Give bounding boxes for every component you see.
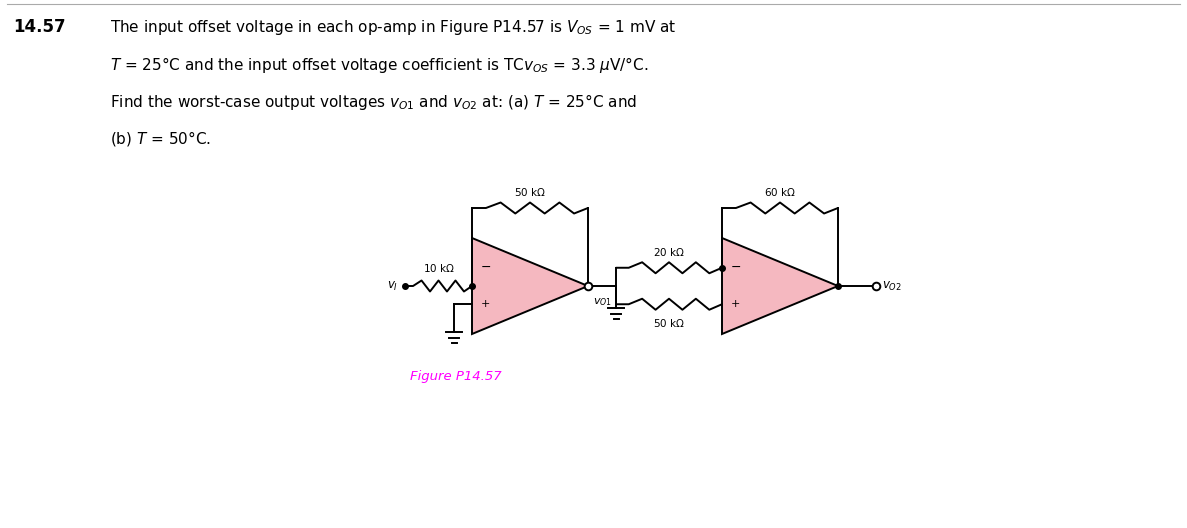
Text: $T$ = 25°C and the input offset voltage coefficient is TC$v_{OS}$ = 3.3 $\mu$V/°: $T$ = 25°C and the input offset voltage …: [110, 55, 648, 75]
Text: 20 k$\Omega$: 20 k$\Omega$: [653, 246, 685, 258]
Polygon shape: [472, 238, 588, 334]
Text: 50 k$\Omega$: 50 k$\Omega$: [514, 186, 546, 198]
Text: $v_I$: $v_I$: [387, 279, 398, 293]
Text: $v_{O2}$: $v_{O2}$: [882, 279, 902, 293]
Text: (b) $T$ = 50°C.: (b) $T$ = 50°C.: [110, 129, 211, 148]
Text: 14.57: 14.57: [13, 18, 65, 36]
Text: Find the worst-case output voltages $v_{O1}$ and $v_{O2}$ at: (a) $T$ = 25°C and: Find the worst-case output voltages $v_{…: [110, 92, 637, 112]
Text: The input offset voltage in each op-amp in Figure P14.57 is $V_{OS}$ = 1 mV at: The input offset voltage in each op-amp …: [110, 18, 677, 37]
Text: −: −: [481, 261, 491, 274]
Polygon shape: [722, 238, 838, 334]
Text: +: +: [731, 299, 741, 309]
Text: 10 k$\Omega$: 10 k$\Omega$: [423, 262, 455, 274]
Text: +: +: [481, 299, 490, 309]
Text: 50 k$\Omega$: 50 k$\Omega$: [653, 317, 685, 329]
Text: $v_{O1}$: $v_{O1}$: [594, 296, 612, 308]
Text: Figure P14.57: Figure P14.57: [410, 370, 502, 383]
Text: −: −: [731, 261, 742, 274]
Text: 60 k$\Omega$: 60 k$\Omega$: [764, 186, 796, 198]
